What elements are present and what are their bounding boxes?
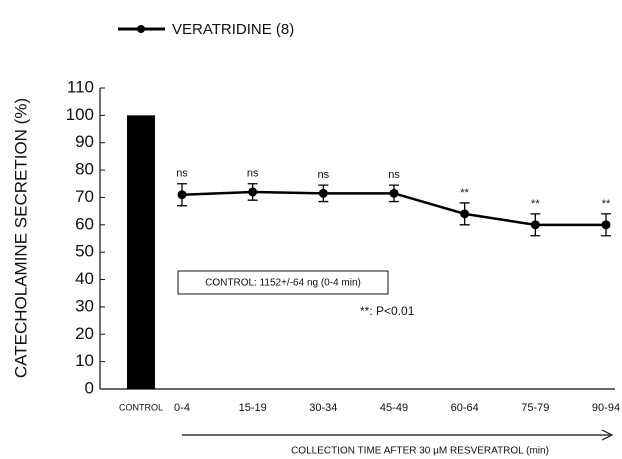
y-tick-label: 100 [66, 105, 94, 124]
point [601, 220, 611, 230]
y-tick-label: 20 [75, 324, 94, 343]
point [248, 187, 258, 197]
bar [127, 115, 155, 389]
x-arrow-head [601, 429, 614, 441]
point [530, 220, 540, 230]
x-axis-label: COLLECTION TIME AFTER 30 μM RESVERATROL … [291, 446, 549, 457]
significance-label: ns [176, 168, 188, 180]
y-tick-label: 60 [75, 214, 94, 233]
y-tick-label: 90 [75, 132, 94, 151]
x-tick-label: 75-79 [521, 402, 549, 414]
significance-label: ns [318, 169, 330, 181]
point [177, 190, 187, 200]
x-tick-label: 0-4 [174, 402, 190, 414]
y-tick-label: 50 [75, 242, 94, 261]
significance-label: ns [388, 169, 400, 181]
x-tick-label: 45-49 [380, 402, 408, 414]
y-tick-label: 70 [75, 187, 94, 206]
x-tick-label: CONTROL [119, 402, 163, 412]
y-tick-label: 10 [75, 351, 94, 370]
y-tick-label: 110 [67, 77, 94, 96]
point [389, 188, 399, 198]
significance-label: ** [531, 198, 540, 210]
y-tick-label: 0 [85, 378, 94, 397]
x-tick-label: 15-19 [239, 402, 267, 414]
note-box [177, 270, 389, 295]
y-tick-label: 40 [75, 269, 94, 288]
x-tick-label: 90-94 [592, 402, 620, 414]
y-tick-label: 80 [75, 160, 94, 179]
legend-marker [137, 25, 145, 33]
point [460, 209, 470, 219]
x-tick-label: 30-34 [309, 402, 337, 414]
significance-label: ** [602, 198, 611, 210]
significance-label: ns [247, 168, 259, 180]
y-axis-label: CATECHOLAMINE SECRETION (%) [11, 98, 30, 378]
point [318, 188, 328, 198]
significance-note: **: P<0.01 [360, 304, 415, 318]
x-tick-label: 60-64 [451, 402, 479, 414]
legend-label: VERATRIDINE (8) [172, 21, 294, 38]
box-note: CONTROL: 1152+/-64 ng (0-4 min) [205, 278, 361, 289]
significance-label: ** [460, 187, 469, 199]
y-tick-label: 30 [75, 296, 94, 315]
